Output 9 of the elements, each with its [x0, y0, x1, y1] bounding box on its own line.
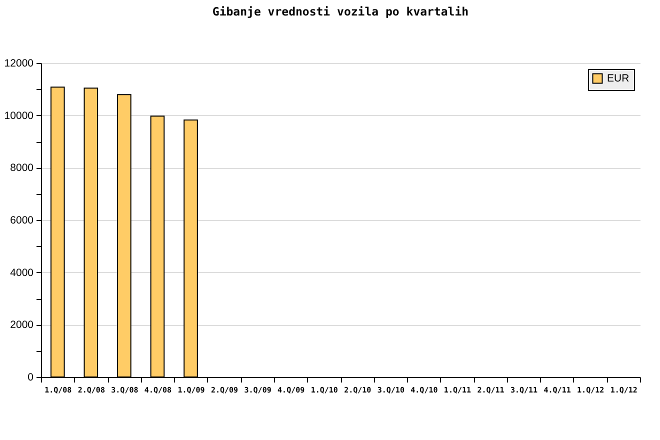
chart-title: Gibanje vrednosti vozila po kvartalih — [212, 4, 469, 18]
y-tick-label: 0 — [28, 372, 34, 384]
legend-label: EUR — [607, 72, 630, 84]
y-tick-label: 4000 — [10, 266, 34, 279]
y-tick-label: 6000 — [10, 214, 34, 226]
y-tick-label: 8000 — [10, 162, 34, 174]
y-tick-label: 10000 — [4, 110, 34, 122]
y-tick-label: 12000 — [4, 58, 34, 70]
y-tick-label: 2000 — [10, 319, 34, 332]
